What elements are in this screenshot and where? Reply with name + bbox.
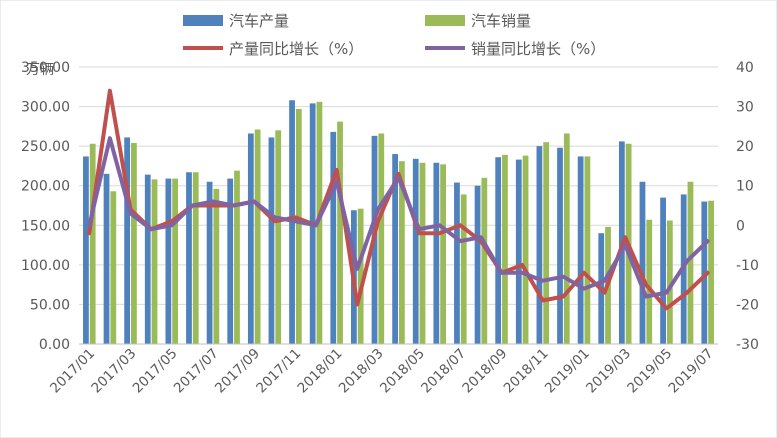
bar-production <box>660 197 666 344</box>
bar-production <box>557 147 563 344</box>
y-right-tick-label: 0 <box>736 218 745 234</box>
bar-production <box>701 201 708 344</box>
bar-production <box>165 178 172 344</box>
bar-sales <box>357 208 364 344</box>
y-left-tick-label: 200.00 <box>21 179 70 195</box>
bar-production <box>268 137 275 344</box>
legend-label-production-growth: 产量同比增长（%） <box>229 40 363 58</box>
bar-sales <box>89 143 96 344</box>
bar-production <box>515 159 522 344</box>
gridlines <box>79 66 718 305</box>
bar-production <box>495 157 502 344</box>
bar-sales <box>460 194 467 344</box>
bar-sales <box>584 156 591 344</box>
bar-sales <box>666 220 673 344</box>
y-right-tick-label: 20 <box>736 139 754 155</box>
bar-sales <box>151 179 158 344</box>
legend-swatch-production <box>183 15 223 26</box>
bar-production <box>247 133 254 344</box>
y-right-tick-label: 30 <box>736 100 754 116</box>
bar-sales <box>399 161 405 344</box>
bar-production <box>412 158 419 344</box>
bar-sales <box>502 154 508 344</box>
bar-sales <box>481 177 488 344</box>
legend: 汽车产量 汽车销量 产量同比增长（%） 销量同比增长（%） <box>183 12 605 58</box>
bar-sales <box>646 219 653 344</box>
bar-production <box>474 185 481 344</box>
bar-sales <box>110 191 117 344</box>
bar-production <box>144 174 151 344</box>
bar-production <box>83 156 89 344</box>
bar-production <box>392 154 398 344</box>
bar-sales <box>378 133 385 344</box>
bar-production <box>536 146 543 344</box>
y-left-tick-label: 50.00 <box>30 297 70 313</box>
bar-sales <box>419 162 426 344</box>
bar-sales <box>192 172 199 344</box>
y-left-tick-label: 350.00 <box>21 60 70 76</box>
y-left-tick-label: 300.00 <box>21 100 70 116</box>
bar-sales <box>563 133 570 344</box>
legend-label-production: 汽车产量 <box>229 12 289 30</box>
bar-sales <box>337 121 343 344</box>
line-sales-growth <box>87 136 710 299</box>
y-right-tick-label: -10 <box>736 258 759 274</box>
bar-production <box>454 182 460 344</box>
y-right-tick-label: -20 <box>736 297 759 313</box>
bar-production <box>433 162 440 344</box>
y-left-tick-label: 100.00 <box>21 258 70 274</box>
legend-label-sales: 汽车销量 <box>471 12 531 30</box>
bar-sales <box>131 142 137 344</box>
y-right-tick-label: -30 <box>736 337 759 353</box>
bar-sales <box>316 101 323 344</box>
bar-sales <box>708 200 714 344</box>
bar-sales <box>254 129 261 344</box>
y-left-tick-label: 250.00 <box>21 139 70 155</box>
bar-production <box>186 172 192 344</box>
bar-sales <box>687 181 694 344</box>
bar-production <box>206 181 213 344</box>
left-y-axis: 0.00 50.00 100.00 150.00 200.00 250.00 300.00 3… <box>21 60 70 353</box>
bar-sales <box>295 108 302 345</box>
bar-sales <box>522 155 529 344</box>
bar-production <box>577 156 584 344</box>
bar-production <box>227 178 234 344</box>
legend-swatch-sales <box>425 15 465 26</box>
y-left-tick-label: 0.00 <box>39 337 70 353</box>
bar-production <box>124 137 131 344</box>
y-left-tick-label: 150.00 <box>21 218 70 234</box>
right-y-axis: -30 -20 -10 0 10 20 30 40 <box>736 60 759 353</box>
bar-sales <box>234 170 240 344</box>
y-unit-label: 万辆 <box>26 62 54 78</box>
bar-sales <box>172 178 179 344</box>
y-right-tick-label: 40 <box>736 60 754 76</box>
bar-sales <box>440 164 446 344</box>
bar-sales <box>543 142 550 344</box>
legend-label-sales-growth: 销量同比增长（%） <box>471 40 605 58</box>
y-right-tick-label: 10 <box>736 179 754 195</box>
bar-production <box>330 131 337 344</box>
bar-production <box>639 181 646 344</box>
bar-sales <box>213 188 220 344</box>
bar-production <box>103 173 110 344</box>
bar-sales <box>275 130 282 344</box>
line-series-group <box>87 88 710 311</box>
